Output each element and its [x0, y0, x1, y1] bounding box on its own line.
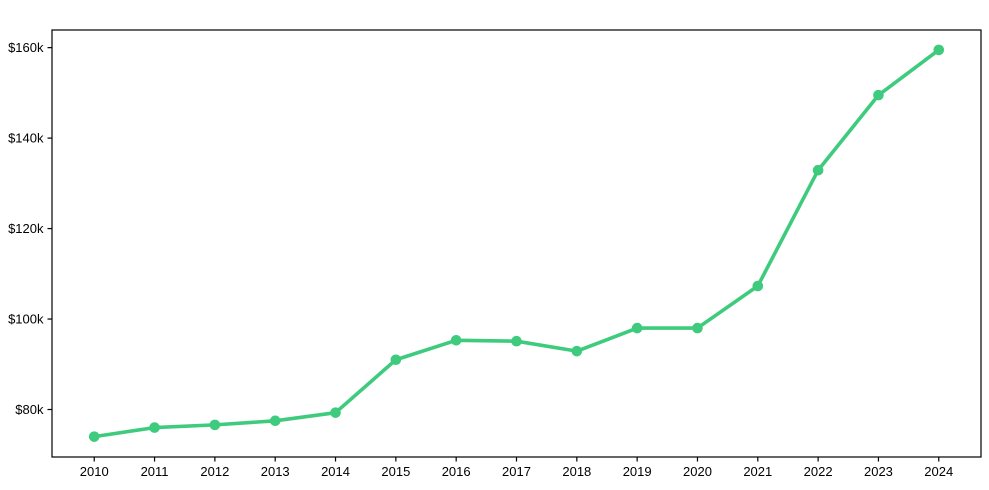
y-tick-label: $120k [8, 221, 44, 236]
x-tick-label: 2023 [864, 464, 893, 479]
data-points [88, 44, 945, 442]
x-tick-label: 2020 [683, 464, 712, 479]
data-point-2020 [692, 322, 703, 334]
x-tick-label: 2019 [623, 464, 652, 479]
x-tick-label: 2018 [562, 464, 591, 479]
x-tick-label: 2021 [743, 464, 772, 479]
x-tick-label: 2011 [141, 464, 169, 479]
x-tick-label: 2016 [442, 464, 471, 479]
x-tick-label: 2012 [200, 464, 229, 479]
y-tick-label: $80k [15, 402, 44, 417]
data-point-2013 [269, 415, 281, 427]
x-tick-label: 2015 [381, 464, 410, 479]
x-axis: 2010 2011 2012 2013 2014 2015 2016 2017 2018 2019… [80, 457, 953, 479]
y-tick-label: $160k [8, 40, 44, 55]
data-point-2014 [330, 407, 341, 418]
data-point-2019 [631, 322, 643, 334]
data-point-2017 [511, 335, 522, 347]
data-point-2016 [450, 334, 462, 346]
data-point-2015 [390, 354, 402, 366]
data-point-2011 [149, 422, 160, 433]
data-point-2010 [88, 431, 100, 442]
x-tick-label: 2022 [804, 464, 833, 479]
x-tick-label: 2024 [924, 464, 953, 479]
y-tick-label: $140k [8, 131, 44, 146]
data-point-2022 [812, 164, 824, 176]
data-point-2024 [933, 44, 945, 56]
x-tick-label: 2013 [261, 464, 290, 479]
x-tick-label: 2017 [502, 464, 531, 479]
x-tick-label: 2014 [321, 464, 350, 479]
data-point-2021 [752, 280, 764, 292]
y-axis: $80k $100k $120k $140k $160k [8, 40, 52, 417]
data-point-2018 [571, 345, 583, 357]
x-tick-label: 2010 [80, 464, 109, 479]
y-tick-label: $100k [8, 312, 44, 327]
data-point-2023 [873, 89, 884, 101]
data-point-2012 [209, 419, 221, 431]
